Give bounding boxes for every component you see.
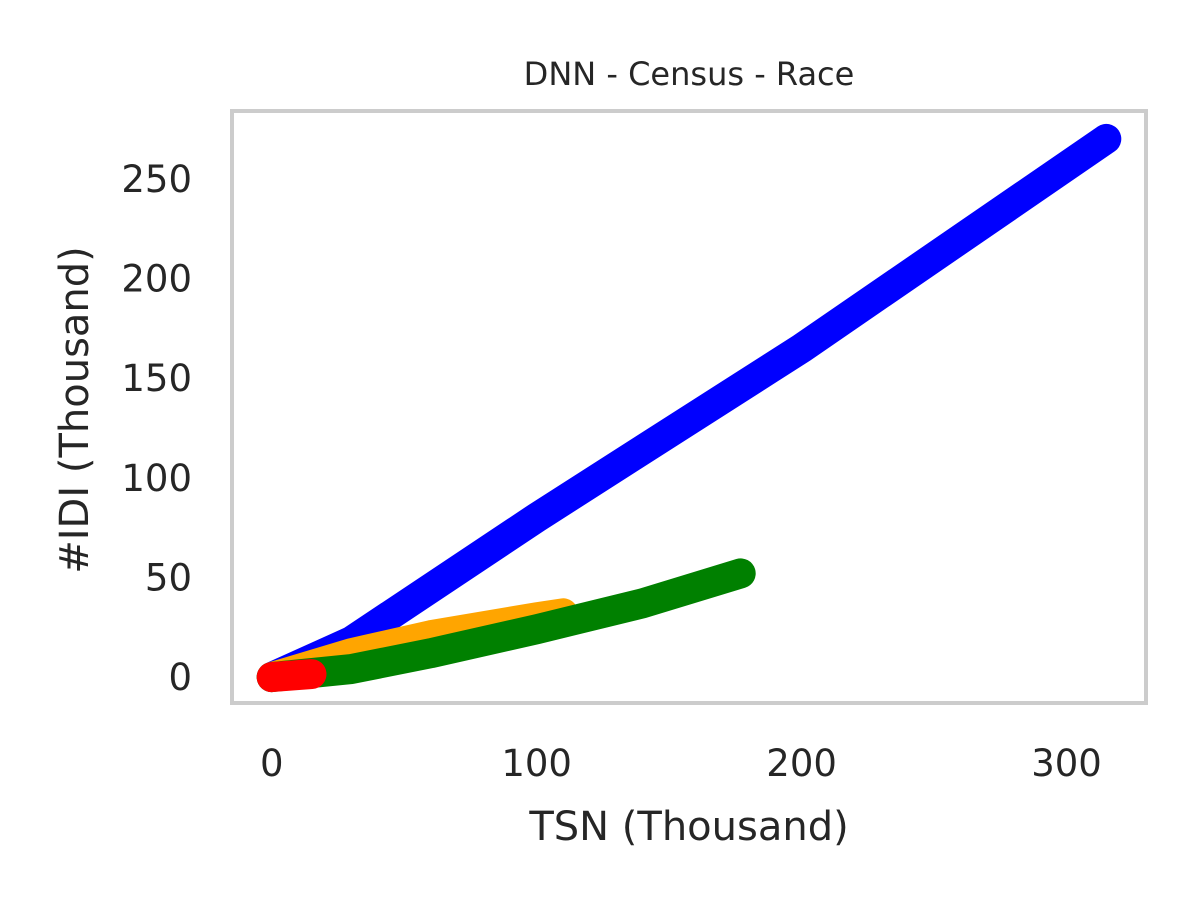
- y-tick-label: 250: [121, 158, 192, 201]
- x-tick-label: 300: [1031, 742, 1102, 785]
- series-line-4: [256, 659, 327, 693]
- series-line-3: [256, 558, 756, 693]
- y-tick-label: 100: [121, 457, 192, 500]
- x-tick-label: 200: [766, 742, 837, 785]
- y-tick-label: 0: [168, 656, 192, 699]
- y-axis-label: #IDI (Thousand): [52, 246, 98, 574]
- y-tick-label: 50: [145, 556, 192, 599]
- plot-frame: [230, 109, 1148, 705]
- series-layer: [256, 123, 1122, 693]
- x-axis-label: TSN (Thousand): [528, 804, 848, 850]
- y-tick-labels: 0 50 100 150 200 250: [121, 158, 192, 699]
- y-tick-label: 150: [121, 357, 192, 400]
- x-tick-labels: 0 100 200 300: [260, 742, 1102, 785]
- x-tick-label: 100: [501, 742, 572, 785]
- x-tick-label: 0: [260, 742, 284, 785]
- y-tick-label: 200: [121, 257, 192, 300]
- chart-title: DNN - Census - Race: [524, 55, 855, 93]
